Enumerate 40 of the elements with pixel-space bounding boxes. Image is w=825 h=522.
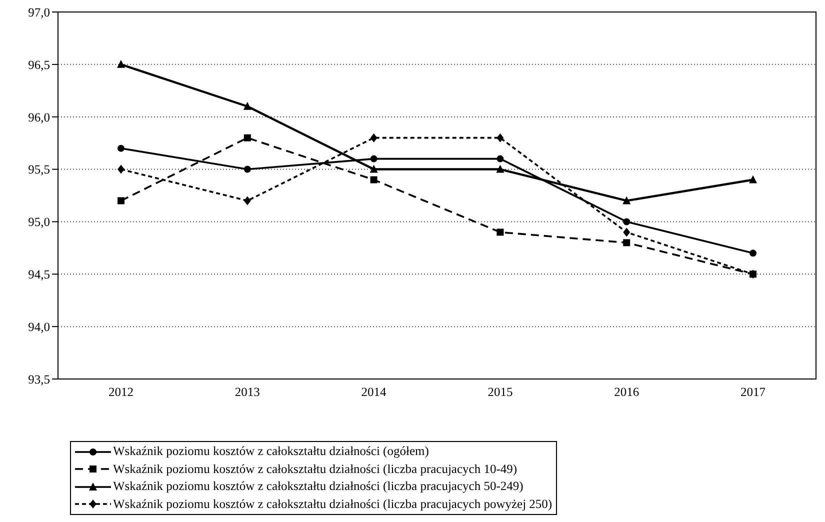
- point: [117, 60, 125, 68]
- y-tick-label: 95,0: [28, 215, 50, 230]
- y-tick-label: 96,0: [28, 110, 50, 124]
- x-tick-label: 2017: [740, 384, 766, 399]
- point: [496, 164, 504, 173]
- y-tick-label: 97,0: [28, 5, 50, 20]
- point: [370, 155, 378, 162]
- y-tick-label: 94,5: [28, 268, 50, 282]
- point: [370, 176, 378, 184]
- y-tick-label: 95,5: [28, 162, 50, 177]
- point: [496, 228, 504, 236]
- x-tick-label: 2016: [614, 384, 640, 399]
- x-tick-label: 2012: [108, 384, 134, 399]
- legend-label: Wskaźnik poziomu kosztów z całokształtu działności (ogółem): [113, 443, 429, 460]
- point: [118, 164, 124, 174]
- point: [496, 133, 504, 142]
- point: [244, 134, 251, 142]
- point: [622, 196, 631, 204]
- x-tick-label: 2014: [361, 384, 388, 399]
- legend-label: Wskaźnik poziomu kosztów z całokształtu działności (liczba pracujacych 10-49): [113, 460, 518, 478]
- x-tick-label: 2013: [234, 384, 260, 399]
- point: [118, 197, 124, 204]
- point: [243, 102, 252, 110]
- y-tick-label: 94,0: [28, 320, 50, 334]
- point: [496, 155, 504, 162]
- point: [750, 250, 756, 257]
- point: [623, 239, 630, 246]
- legend-label: Wskaźnik poziomu kosztów z całokształtu działności (liczba pracujacych powyżej 250): [113, 496, 552, 513]
- point: [623, 228, 630, 237]
- y-tick-label: 93,5: [28, 372, 50, 386]
- x-tick-label: 2015: [488, 384, 513, 399]
- point: [623, 218, 630, 226]
- point: [244, 166, 251, 173]
- point: [118, 144, 124, 152]
- point: [370, 133, 378, 142]
- y-tick-label: 96,5: [28, 58, 50, 72]
- legend-label: Wskaźnik poziomu kosztów z całokształtu działności (liczba pracujacych 50-249): [113, 478, 524, 495]
- point: [749, 175, 757, 184]
- point: [370, 164, 378, 173]
- point: [244, 196, 251, 206]
